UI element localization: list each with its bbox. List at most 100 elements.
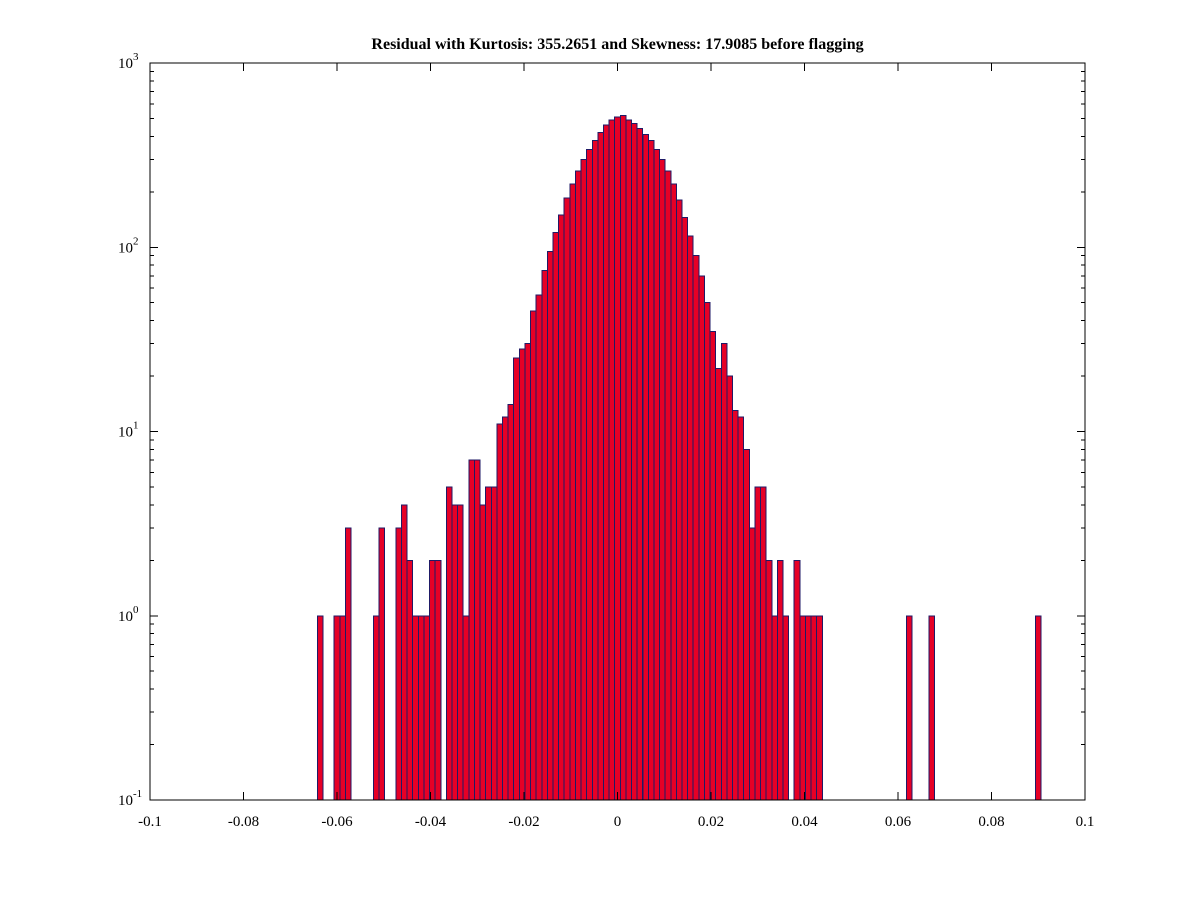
histogram-bar bbox=[423, 615, 431, 801]
histogram-bar bbox=[479, 504, 487, 801]
histogram-bar bbox=[429, 559, 436, 801]
x-tick-label: 0.04 bbox=[791, 814, 818, 830]
x-tick-label: 0 bbox=[614, 814, 622, 830]
histogram-bar bbox=[653, 148, 661, 801]
histogram-bar bbox=[518, 348, 526, 801]
x-tick-label: -0.02 bbox=[508, 814, 539, 830]
histogram-bar bbox=[591, 139, 599, 801]
histogram-bar bbox=[524, 343, 532, 801]
x-tick-label: 0.02 bbox=[698, 814, 724, 830]
y-tick-label: 10-1 bbox=[118, 788, 142, 809]
histogram-bar bbox=[457, 504, 464, 801]
histogram-bar bbox=[720, 343, 728, 801]
histogram-bar bbox=[552, 232, 560, 801]
histogram-bar bbox=[793, 559, 801, 801]
histogram-bar bbox=[558, 214, 565, 801]
histogram-bar bbox=[765, 559, 773, 801]
histogram-bar bbox=[698, 275, 705, 801]
histogram-bar bbox=[502, 416, 509, 801]
histogram-bar bbox=[490, 486, 498, 801]
histogram-bar bbox=[675, 199, 683, 801]
histogram-bar bbox=[1034, 615, 1042, 801]
histogram-bar bbox=[614, 116, 621, 801]
x-tick-label: 0.08 bbox=[978, 814, 1004, 830]
histogram-bar bbox=[703, 302, 711, 801]
histogram-bar bbox=[754, 486, 762, 801]
histogram-bar bbox=[417, 615, 425, 801]
histogram-bar bbox=[737, 416, 745, 801]
histogram-bar bbox=[563, 197, 571, 801]
histogram-bar bbox=[692, 255, 700, 801]
x-tick-label: -0.04 bbox=[415, 814, 447, 830]
histogram-bar bbox=[434, 559, 442, 801]
histogram-bar bbox=[681, 217, 689, 801]
histogram-bar bbox=[569, 183, 576, 801]
histogram-bar bbox=[732, 410, 739, 801]
histogram-bar bbox=[816, 615, 823, 801]
histogram-bar bbox=[905, 615, 913, 801]
histogram-bar bbox=[928, 615, 935, 801]
histogram-bar bbox=[597, 131, 604, 801]
histogram-bar bbox=[625, 119, 633, 801]
histogram-bar bbox=[804, 615, 812, 801]
histogram-bar bbox=[771, 615, 778, 801]
histogram-bar bbox=[339, 615, 346, 801]
histogram-bar bbox=[748, 527, 756, 801]
histogram-bar bbox=[776, 559, 784, 801]
histogram-bar bbox=[726, 375, 734, 801]
histogram-bar bbox=[586, 148, 593, 801]
histogram-bar bbox=[316, 615, 324, 801]
histogram-bar bbox=[664, 170, 672, 801]
y-tick-label: 103 bbox=[118, 51, 139, 72]
histogram-bar bbox=[642, 133, 649, 801]
histogram-bar bbox=[647, 139, 655, 801]
histogram-bar bbox=[715, 367, 722, 801]
x-tick-label: 0.06 bbox=[885, 814, 912, 830]
x-tick-label: -0.06 bbox=[321, 814, 353, 830]
histogram-bar bbox=[709, 330, 717, 801]
histogram-bar bbox=[530, 310, 537, 801]
chart-title: Residual with Kurtosis: 355.2651 and Ske… bbox=[371, 36, 864, 53]
histogram-bar bbox=[799, 615, 806, 801]
histogram-bar bbox=[462, 615, 470, 801]
histogram-bar bbox=[451, 504, 459, 801]
x-tick-label: -0.08 bbox=[228, 814, 259, 830]
histogram-bar bbox=[485, 486, 492, 801]
histogram-bar bbox=[546, 250, 554, 801]
histogram-bar bbox=[743, 448, 750, 801]
histogram-bar bbox=[496, 423, 503, 801]
histogram-bar bbox=[580, 158, 588, 801]
histogram-bar bbox=[659, 158, 666, 801]
histogram-bar bbox=[445, 486, 453, 801]
histogram-bar bbox=[412, 615, 419, 801]
histogram-bar bbox=[378, 527, 386, 801]
histogram-bar bbox=[535, 294, 543, 801]
histogram-bar bbox=[760, 486, 767, 801]
histogram-bar bbox=[541, 269, 548, 801]
histogram-bar bbox=[574, 170, 582, 801]
histogram-bar bbox=[608, 119, 616, 801]
histogram-bar bbox=[372, 615, 380, 801]
histogram-bar bbox=[395, 527, 403, 801]
histogram-bar bbox=[473, 459, 481, 801]
x-tick-label: 0.1 bbox=[1076, 814, 1095, 830]
histogram-bar bbox=[344, 527, 352, 801]
histogram-bar bbox=[782, 615, 790, 801]
histogram-bar bbox=[687, 235, 694, 801]
histogram-bar bbox=[636, 128, 644, 801]
histogram-bar bbox=[406, 559, 414, 801]
histogram-bar bbox=[670, 183, 677, 801]
histogram-bar bbox=[468, 459, 475, 801]
histogram-bar bbox=[513, 357, 520, 801]
x-tick-label: -0.1 bbox=[138, 814, 162, 830]
histogram-bar bbox=[602, 124, 610, 801]
histogram-bar bbox=[401, 504, 408, 801]
histogram-bar bbox=[810, 615, 818, 801]
histogram-bar bbox=[333, 615, 341, 801]
histogram-bar bbox=[631, 122, 638, 801]
histogram-bar bbox=[619, 114, 627, 801]
histogram-bar bbox=[507, 404, 515, 801]
y-tick-label: 100 bbox=[118, 604, 139, 625]
